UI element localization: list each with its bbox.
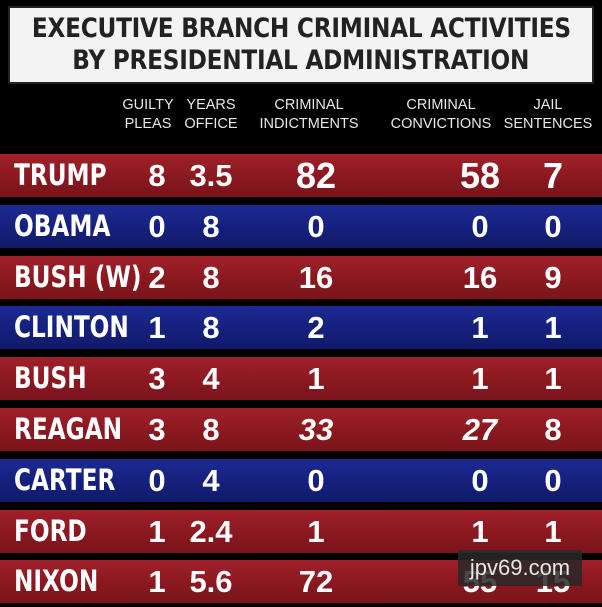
cell-criminal-indictments: 0 bbox=[307, 462, 325, 498]
cell-guilty-pleas: 0 bbox=[148, 462, 166, 498]
header-criminal-convictions-line2: CONVICTIONS bbox=[390, 116, 492, 132]
cell-jail-sentences: 0 bbox=[544, 462, 562, 498]
cell-criminal-convictions: 1 bbox=[471, 361, 489, 397]
header-criminal-convictions: CRIMINAL CONVICTIONS bbox=[382, 96, 500, 134]
cell-criminal-indictments: 72 bbox=[298, 564, 334, 600]
cell-criminal-indictments: 2 bbox=[307, 310, 325, 346]
cell-jail-sentences: 7 bbox=[542, 155, 564, 196]
cell-guilty-pleas: 2 bbox=[148, 259, 166, 295]
header-jail-sentences: JAIL SENTENCES bbox=[500, 96, 596, 134]
cell-jail-sentences: 0 bbox=[544, 208, 562, 244]
header-years-office-line2: OFFICE bbox=[184, 116, 238, 132]
header-years-office: YEARS OFFICE bbox=[182, 96, 240, 134]
cell-guilty-pleas: 3 bbox=[148, 412, 166, 447]
table-row: OBAMA 0 8 0 0 0 bbox=[0, 202, 602, 250]
cell-guilty-pleas: 3 bbox=[148, 361, 166, 397]
table-row: FORD 1 2.4 1 1 1 bbox=[0, 507, 602, 555]
table-row: BUSH (W) 2 8 16 16 9 bbox=[0, 253, 602, 301]
president-name: CARTER bbox=[14, 462, 116, 497]
table-row: REAGAN 3 8 33 27 8 bbox=[0, 406, 602, 453]
president-name: TRUMP bbox=[14, 158, 107, 192]
cell-guilty-pleas: 1 bbox=[148, 513, 166, 549]
cell-criminal-indictments: 1 bbox=[307, 513, 325, 549]
cell-criminal-indictments: 0 bbox=[307, 208, 325, 244]
header-jail-sentences-line2: SENTENCES bbox=[503, 116, 593, 132]
header-guilty-pleas: GUILTY PLEAS bbox=[120, 96, 176, 134]
cell-criminal-convictions: 58 bbox=[459, 155, 501, 196]
column-headers: GUILTY PLEAS YEARS OFFICE CRIMINAL INDIC… bbox=[0, 96, 602, 150]
table-row: BUSH 3 4 1 1 1 bbox=[0, 355, 602, 403]
header-guilty-pleas-line1: GUILTY bbox=[122, 97, 174, 113]
cell-guilty-pleas: 8 bbox=[148, 158, 166, 193]
president-name: BUSH (W) bbox=[14, 259, 142, 294]
header-criminal-indictments: CRIMINAL INDICTMENTS bbox=[250, 96, 368, 134]
cell-criminal-convictions: 1 bbox=[471, 310, 489, 346]
president-name: BUSH bbox=[14, 361, 87, 396]
president-name: OBAMA bbox=[14, 208, 111, 243]
cell-jail-sentences: 1 bbox=[544, 513, 562, 549]
president-name: NIXON bbox=[14, 564, 99, 599]
table-row: CLINTON 1 8 2 1 1 bbox=[0, 304, 602, 352]
cell-years-office: 4 bbox=[202, 361, 220, 397]
cell-years-office: 3.5 bbox=[189, 158, 233, 193]
cell-criminal-convictions: 1 bbox=[471, 513, 489, 549]
president-name: FORD bbox=[14, 513, 87, 548]
cell-criminal-convictions: 27 bbox=[462, 412, 498, 447]
cell-criminal-convictions: 0 bbox=[471, 208, 489, 244]
cell-guilty-pleas: 1 bbox=[148, 564, 166, 600]
cell-years-office: 8 bbox=[202, 412, 220, 447]
title-line-1: EXECUTIVE BRANCH CRIMINAL ACTIVITIES bbox=[31, 13, 571, 44]
header-criminal-indictments-line1: CRIMINAL bbox=[274, 97, 344, 113]
table-row: CARTER 0 4 0 0 0 bbox=[0, 456, 602, 504]
cell-years-office: 8 bbox=[202, 310, 220, 346]
president-name: REAGAN bbox=[14, 412, 123, 446]
cell-jail-sentences: 8 bbox=[544, 412, 562, 447]
cell-criminal-indictments: 33 bbox=[298, 412, 334, 447]
title-line-2: BY PRESIDENTIAL ADMINISTRATION bbox=[72, 45, 530, 76]
cell-years-office: 4 bbox=[202, 462, 220, 498]
cell-criminal-indictments: 1 bbox=[307, 361, 325, 397]
cell-years-office: 2.4 bbox=[189, 513, 233, 549]
cell-criminal-indictments: 82 bbox=[295, 155, 337, 196]
header-years-office-line1: YEARS bbox=[186, 97, 236, 113]
header-criminal-convictions-line1: CRIMINAL bbox=[406, 97, 476, 113]
table-row: TRUMP 8 3.5 82 58 7 bbox=[0, 152, 602, 199]
cell-jail-sentences: 1 bbox=[544, 310, 562, 346]
cell-years-office: 8 bbox=[202, 208, 220, 244]
cell-criminal-indictments: 16 bbox=[298, 259, 334, 295]
cell-jail-sentences: 9 bbox=[544, 259, 562, 295]
header-criminal-indictments-line2: INDICTMENTS bbox=[259, 116, 359, 132]
president-name: CLINTON bbox=[14, 310, 129, 345]
header-guilty-pleas-line2: PLEAS bbox=[124, 116, 172, 132]
cell-guilty-pleas: 1 bbox=[148, 310, 166, 346]
cell-years-office: 8 bbox=[202, 259, 220, 295]
cell-jail-sentences: 1 bbox=[544, 361, 562, 397]
header-jail-sentences-line1: JAIL bbox=[533, 97, 563, 113]
cell-criminal-convictions: 16 bbox=[462, 259, 498, 295]
cell-criminal-convictions: 0 bbox=[471, 462, 489, 498]
cell-years-office: 5.6 bbox=[189, 564, 233, 600]
chart-title: EXECUTIVE BRANCH CRIMINAL ACTIVITIES BY … bbox=[8, 6, 594, 84]
watermark: jpv69.com bbox=[458, 550, 582, 586]
cell-guilty-pleas: 0 bbox=[148, 208, 166, 244]
